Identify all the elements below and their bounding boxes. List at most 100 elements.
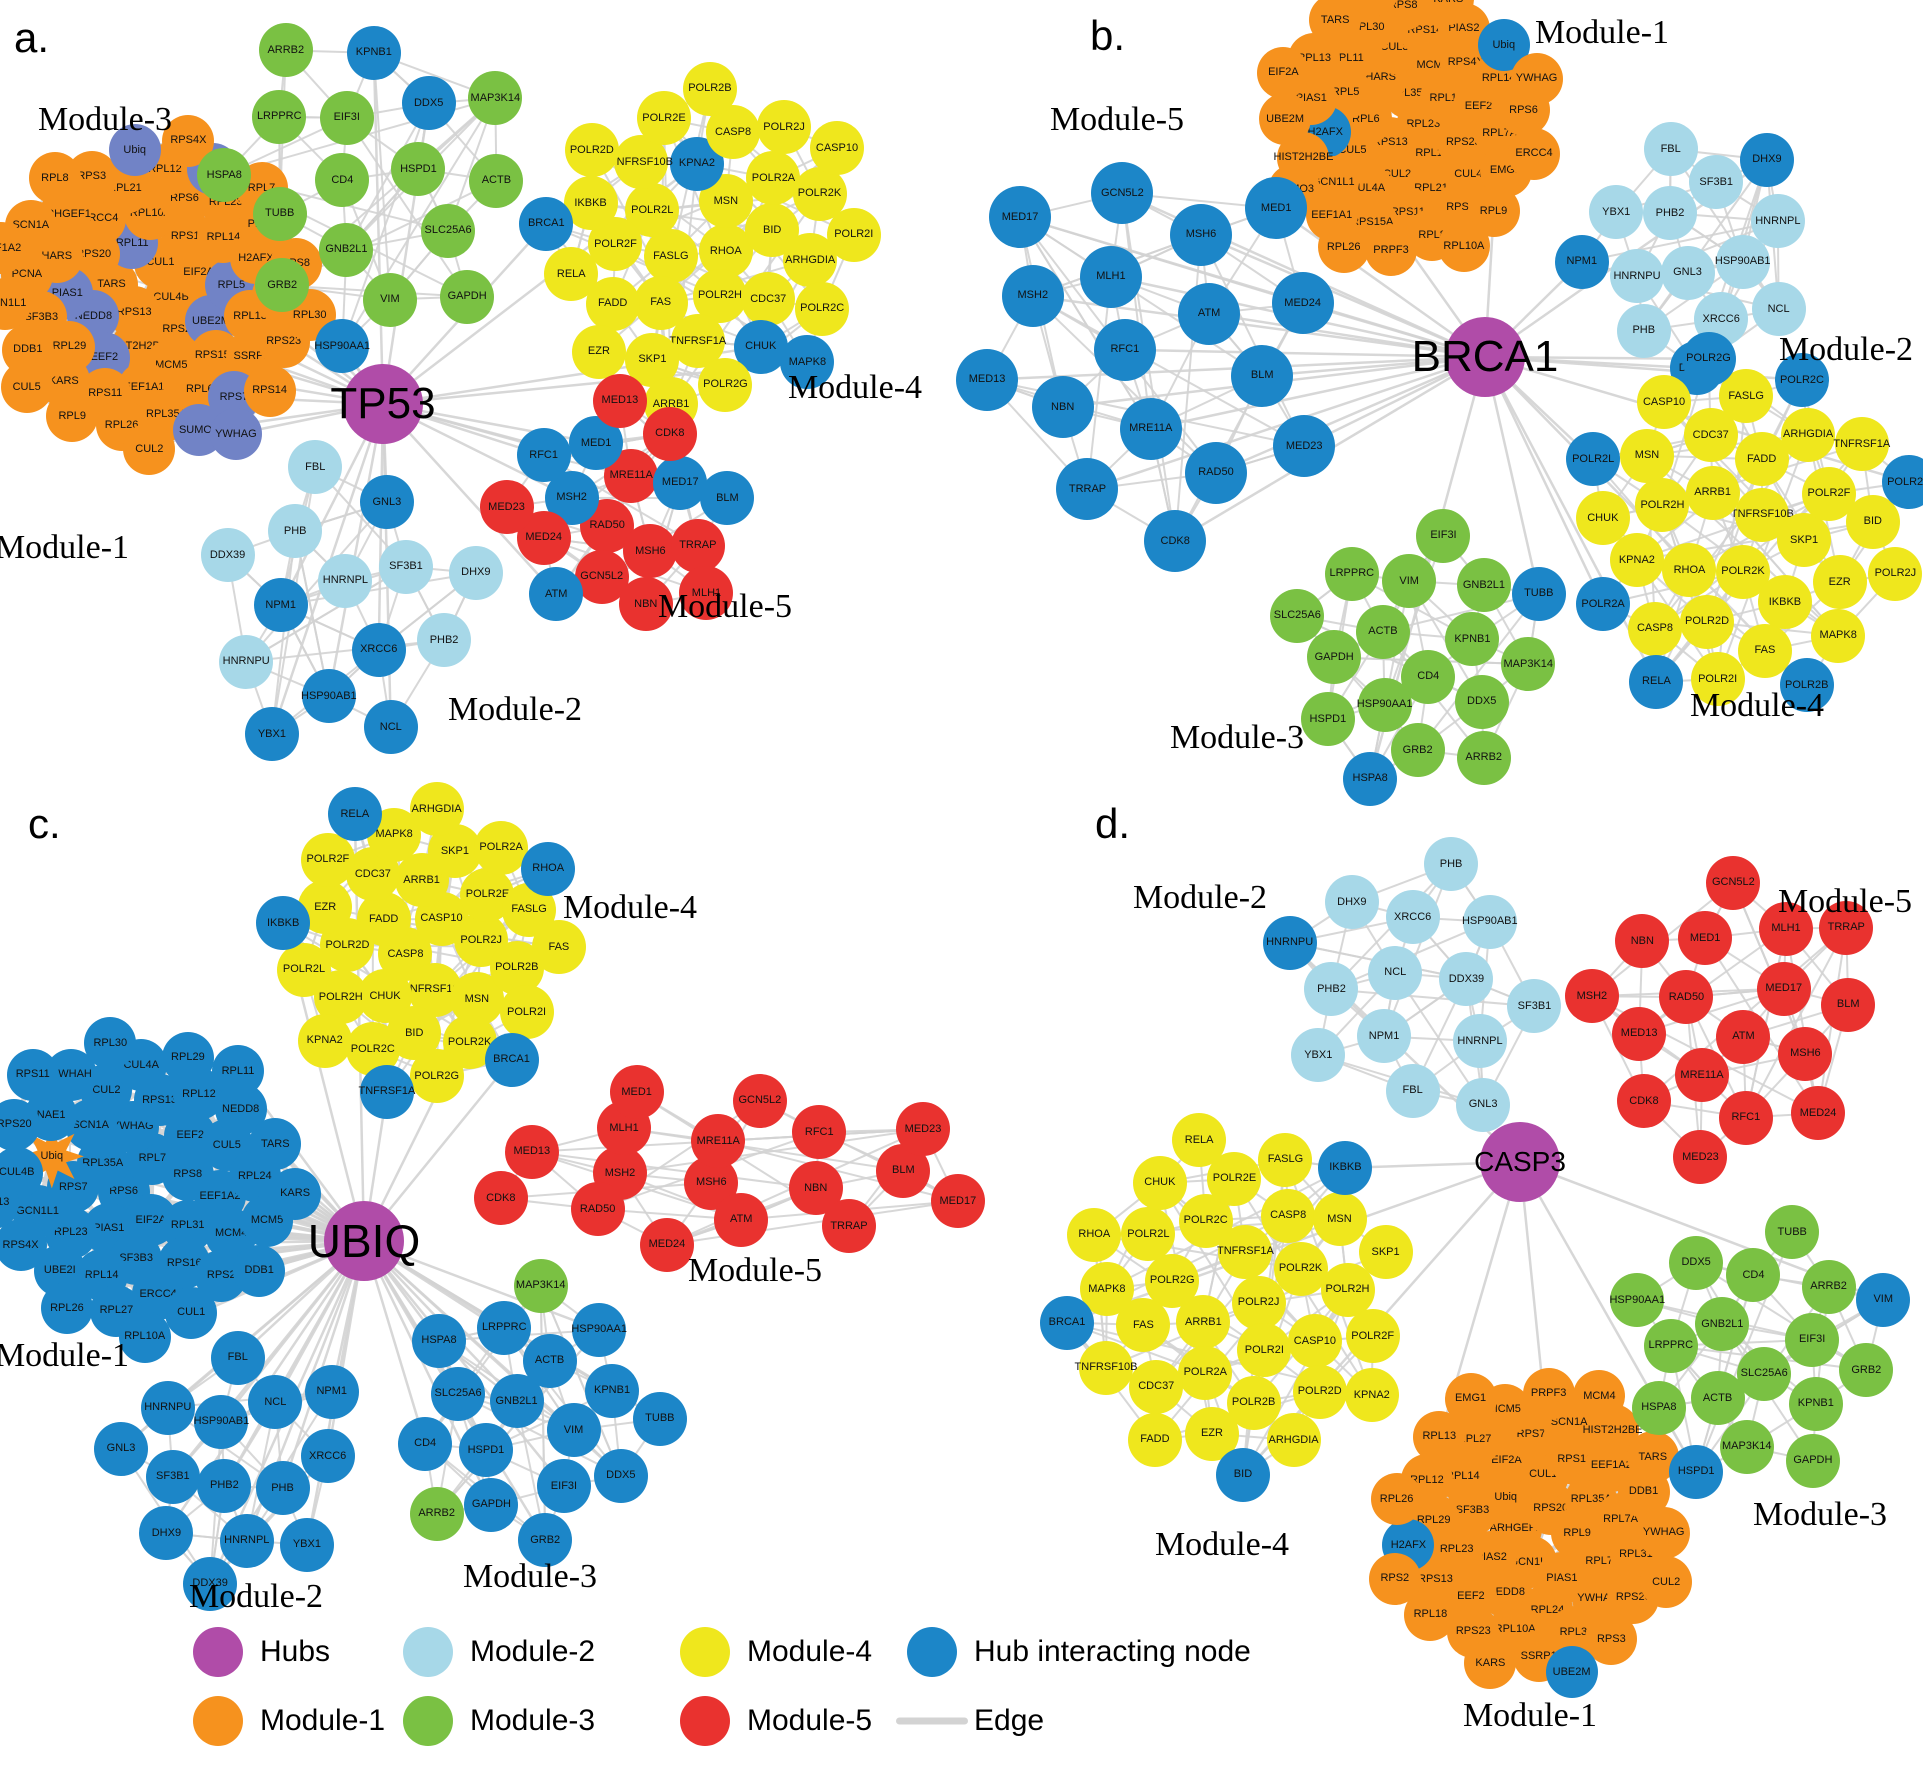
gene-node: HNRNPU [1262, 915, 1317, 970]
gene-node: CUL2 [1640, 1556, 1693, 1609]
gene-node: ACTB [1690, 1371, 1745, 1426]
gene-node: KPNA2 [1609, 533, 1664, 588]
gene-node: EZR [1812, 555, 1867, 610]
gene-node: SLC25A6 [431, 1366, 486, 1421]
gene-node: NPM1 [304, 1364, 359, 1419]
gene-node: GRB2 [518, 1513, 573, 1568]
gene-node: MSH6 [623, 524, 678, 579]
gene-node: KPNB1 [1445, 612, 1500, 667]
gene-node: FAS [1737, 623, 1792, 678]
gene-node: MLH1 [679, 566, 734, 621]
gene-node: MSH6 [1170, 203, 1232, 266]
gene-node: VIM [362, 272, 417, 327]
edge [1032, 295, 1217, 474]
gene-node: PHB [1424, 837, 1479, 892]
gene-node: MED17 [930, 1174, 985, 1229]
gene-node: TRRAP [821, 1199, 876, 1254]
gene-node: FASLG [1258, 1132, 1313, 1187]
gene-node: ERCC4 [1508, 127, 1561, 180]
gene-node: NBN [1615, 914, 1670, 969]
gene-node: POLR2L [1121, 1207, 1176, 1262]
gene-node: KPNB1 [1788, 1376, 1843, 1431]
gene-node: RFC1 [1093, 318, 1156, 381]
gene-node: ARHGDIA [1781, 407, 1836, 462]
gene-node: RPL10A [1437, 220, 1490, 273]
edge [1019, 216, 1263, 377]
gene-node: POLR2D [564, 123, 619, 178]
gene-node: HSPA8 [412, 1313, 467, 1368]
module-label: Module-2 [1132, 879, 1268, 916]
edge [345, 102, 430, 251]
gene-node: KPNA2 [1344, 1368, 1399, 1423]
gene-node: RPL11 [212, 1045, 264, 1098]
gene-node: MED13 [504, 1124, 559, 1179]
gene-node: HSPD1 [391, 142, 446, 197]
module-label: Module-3 [37, 101, 173, 138]
module-label: Module-5 [1049, 101, 1185, 138]
gene-node: RPL26 [1370, 1473, 1423, 1526]
panel-letter: b. [1090, 12, 1126, 59]
module-label: Module-4 [787, 369, 923, 406]
gene-node: RELA [1629, 654, 1684, 709]
panel-letter: a. [14, 14, 50, 61]
gene-node: GNL3 [359, 475, 414, 530]
gene-node: ATM [529, 567, 584, 622]
gene-node: MED23 [896, 1102, 951, 1157]
gene-node: XRCC6 [1385, 890, 1440, 945]
gene-node: FAS [531, 920, 586, 975]
gene-node: DDX5 [401, 76, 456, 131]
gene-node: LRPPRC [477, 1300, 532, 1355]
gene-node: ACTB [469, 153, 524, 208]
gene-node: BLM [1231, 344, 1294, 407]
gene-node: POLR2G [409, 1049, 464, 1103]
edge [1744, 927, 1848, 1118]
gene-node: SLC25A6 [421, 203, 476, 258]
panel-letter: d. [1095, 800, 1131, 847]
gene-node: PHB [268, 504, 323, 559]
gene-node: MRE11A [1675, 1048, 1730, 1103]
legend-swatch-module4 [680, 1627, 730, 1677]
gene-node: MED1 [609, 1065, 664, 1120]
gene-node: HNRNPU [1609, 249, 1664, 304]
gene-node: KARS [1464, 1637, 1517, 1690]
gene-node: MAP3K14 [1501, 637, 1556, 692]
edge [1019, 216, 1486, 359]
gene-node: BRCA1 [484, 1032, 539, 1087]
module-label: Module-3 [1169, 719, 1305, 756]
gene-node: NBN [1031, 376, 1094, 439]
gene-node: MED1 [1678, 911, 1733, 966]
gene-node: POLR2H [692, 268, 747, 323]
gene-node: POLR2C [1774, 353, 1829, 408]
gene-node: HNRNPL [1453, 1014, 1508, 1069]
gene-node: ACTB [1355, 604, 1410, 659]
gene-node: HSP90AB1 [1462, 894, 1518, 949]
gene-node: FASLG [1719, 369, 1774, 424]
gene-node: VIM [1856, 1272, 1911, 1327]
gene-node: PHB2 [197, 1458, 252, 1513]
gene-node: HNRNPL [219, 1513, 274, 1568]
gene-node: YBX1 [1589, 185, 1644, 240]
gene-node: BRCA1 [1040, 1295, 1095, 1350]
gene-node: NPM1 [253, 578, 308, 633]
gene-node: DDX39 [183, 1556, 238, 1611]
gene-node: CD4 [1401, 649, 1456, 704]
gene-node: POLR2H [1320, 1262, 1375, 1317]
gene-node: TNFRSF1A [1833, 417, 1890, 472]
gene-node: TNFRSF1A [359, 1064, 415, 1119]
gene-node: EMG1 [1444, 1372, 1497, 1425]
gene-node: MED13 [592, 373, 647, 428]
gene-node: FBL [1643, 122, 1698, 177]
edge [280, 571, 477, 607]
gene-node: POLR2I [499, 985, 554, 1040]
gene-node: GNB2L1 [1456, 558, 1511, 613]
gene-node: UBE2M [1545, 1646, 1598, 1699]
gene-node: PRPF3 [1365, 224, 1418, 276]
gene-node: ARRB1 [1685, 465, 1740, 520]
gene-node: POLR2I [826, 207, 881, 262]
gene-node: POLR2F [300, 832, 355, 887]
gene-node: RPL29 [161, 1031, 214, 1084]
hub-node: BRCA1 [1412, 317, 1558, 397]
gene-node: IKBKB [1757, 575, 1812, 630]
gene-node: RPL26 [1317, 221, 1370, 274]
gene-node: MED1 [1245, 177, 1308, 240]
